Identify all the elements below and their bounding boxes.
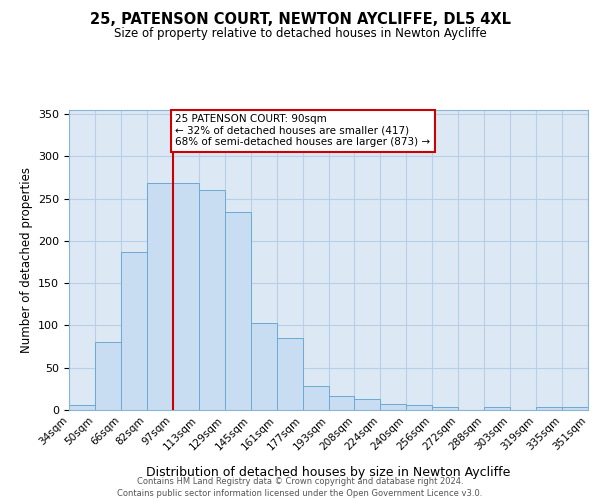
Bar — [121, 252, 147, 410]
Bar — [147, 182, 173, 410]
Bar — [302, 386, 329, 410]
Bar — [380, 404, 406, 410]
Bar — [251, 323, 277, 410]
Bar — [355, 399, 380, 410]
Text: 25, PATENSON COURT, NEWTON AYCLIFFE, DL5 4XL: 25, PATENSON COURT, NEWTON AYCLIFFE, DL5… — [89, 12, 511, 28]
Bar — [433, 408, 458, 410]
Bar — [277, 338, 302, 410]
Bar — [69, 405, 95, 410]
Text: Contains public sector information licensed under the Open Government Licence v3: Contains public sector information licen… — [118, 489, 482, 498]
Bar — [562, 406, 588, 410]
Y-axis label: Number of detached properties: Number of detached properties — [20, 167, 32, 353]
Bar — [225, 212, 251, 410]
Bar — [484, 406, 510, 410]
Text: Contains HM Land Registry data © Crown copyright and database right 2024.: Contains HM Land Registry data © Crown c… — [137, 478, 463, 486]
X-axis label: Distribution of detached houses by size in Newton Aycliffe: Distribution of detached houses by size … — [146, 466, 511, 478]
Bar — [95, 342, 121, 410]
Bar — [199, 190, 224, 410]
Bar — [173, 182, 199, 410]
Bar — [329, 396, 355, 410]
Bar — [536, 408, 562, 410]
Bar — [406, 405, 432, 410]
Text: Size of property relative to detached houses in Newton Aycliffe: Size of property relative to detached ho… — [113, 28, 487, 40]
Text: 25 PATENSON COURT: 90sqm
← 32% of detached houses are smaller (417)
68% of semi-: 25 PATENSON COURT: 90sqm ← 32% of detach… — [175, 114, 431, 148]
